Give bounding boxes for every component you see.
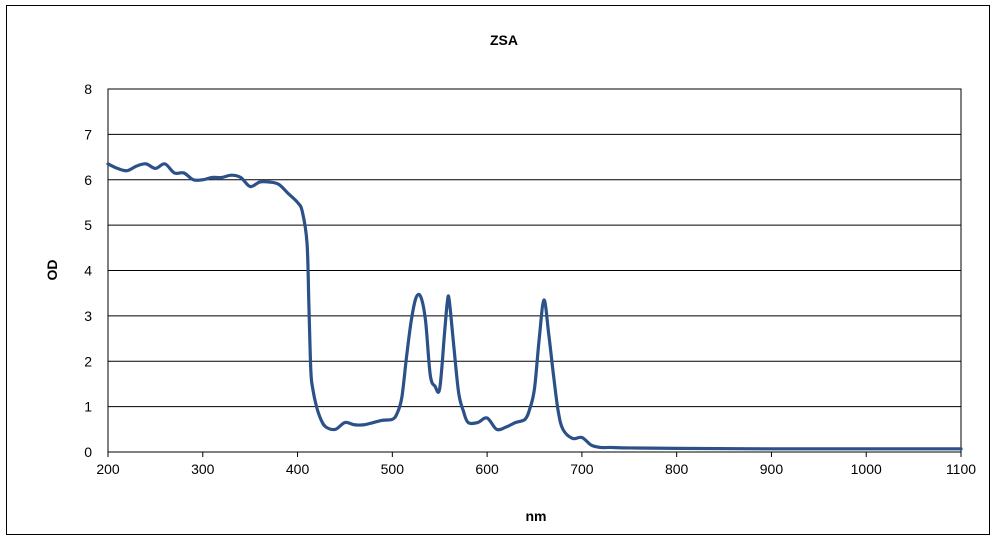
y-tick-label: 1 <box>84 399 92 415</box>
x-axis-label: nm <box>526 508 547 524</box>
y-tick-label: 5 <box>84 217 92 233</box>
y-tick-label: 8 <box>84 81 92 97</box>
x-tick-label: 200 <box>96 461 120 477</box>
x-tick-label: 900 <box>760 461 784 477</box>
x-tick-label: 300 <box>191 461 215 477</box>
od-series-line <box>106 162 963 451</box>
y-tick-label: 6 <box>84 172 92 188</box>
x-tick-label: 800 <box>665 461 689 477</box>
y-tick-label: 2 <box>84 353 92 369</box>
y-tick-labels: 0 1 2 3 4 5 6 7 8 <box>84 81 92 460</box>
x-tick-label: 400 <box>286 461 310 477</box>
x-tick-label: 700 <box>570 461 594 477</box>
x-tick-label: 1100 <box>946 461 976 477</box>
x-tick-label: 1000 <box>851 461 882 477</box>
plot-area <box>107 88 962 453</box>
chart-title: ZSA <box>490 32 518 48</box>
y-tick-label: 0 <box>84 444 92 460</box>
x-tick-labels: 200 300 400 500 600 700 800 900 1000 1100 <box>96 452 976 477</box>
y-tick-label: 3 <box>84 308 92 324</box>
y-axis-label: OD <box>44 260 60 281</box>
x-tick-label: 600 <box>475 461 499 477</box>
y-tick-label: 7 <box>84 126 92 142</box>
y-tick-label: 4 <box>84 263 92 279</box>
x-tick-label: 500 <box>381 461 405 477</box>
